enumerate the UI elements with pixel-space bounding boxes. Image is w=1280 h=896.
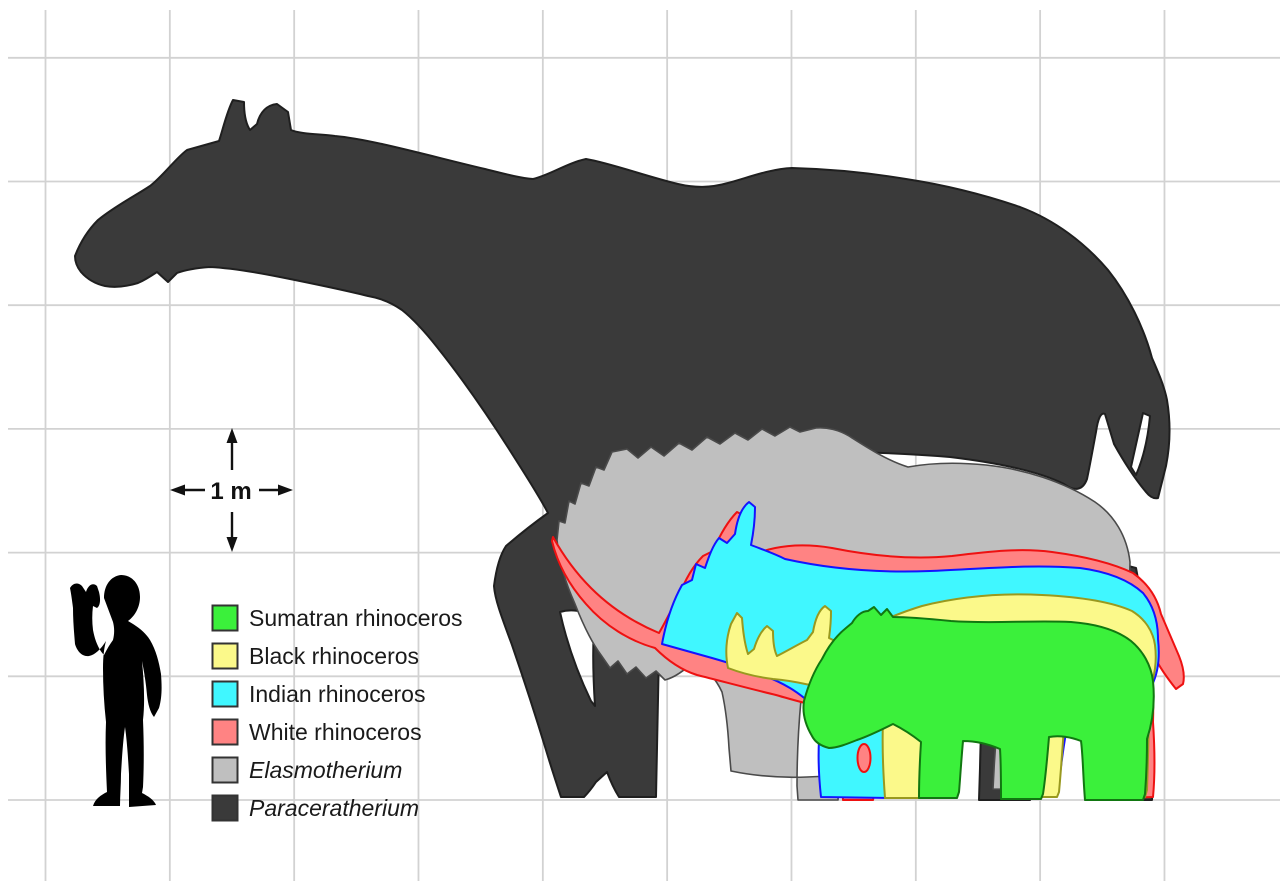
scale-arrowhead-icon bbox=[278, 484, 293, 496]
white-rhinoceros-leg-spot bbox=[856, 743, 872, 773]
scale-arrows-icon bbox=[170, 428, 293, 552]
legend-label-sumatran-rhinoceros: Sumatran rhinoceros bbox=[249, 605, 463, 631]
legend-swatch-elasmotherium bbox=[211, 756, 239, 784]
legend-item-white-rhinoceros: White rhinoceros bbox=[211, 718, 422, 746]
sumatran-rhinoceros-silhouette bbox=[802, 606, 1155, 801]
scale-arrowhead-icon bbox=[170, 484, 185, 496]
scale-label: 1 m bbox=[210, 478, 251, 505]
legend-swatch-paraceratherium bbox=[211, 794, 239, 822]
scale-marker: 1 m bbox=[170, 428, 293, 552]
legend-item-elasmotherium: Elasmotherium bbox=[211, 756, 402, 784]
legend-item-black-rhinoceros: Black rhinoceros bbox=[211, 642, 419, 670]
human-silhouette bbox=[70, 575, 162, 807]
legend-label-white-rhinoceros: White rhinoceros bbox=[249, 719, 422, 745]
animal-silhouettes bbox=[70, 99, 1185, 807]
scale-arrowhead-icon bbox=[226, 537, 238, 552]
legend-item-indian-rhinoceros: Indian rhinoceros bbox=[211, 680, 425, 708]
legend-item-sumatran-rhinoceros: Sumatran rhinoceros bbox=[211, 604, 463, 632]
legend-swatch-indian-rhinoceros bbox=[211, 680, 239, 708]
legend-label-indian-rhinoceros: Indian rhinoceros bbox=[249, 681, 425, 707]
legend: Sumatran rhinoceros Black rhinoceros India… bbox=[211, 604, 463, 822]
legend-swatch-sumatran-rhinoceros bbox=[211, 604, 239, 632]
legend-swatch-black-rhinoceros bbox=[211, 642, 239, 670]
scale-arrowhead-icon bbox=[226, 428, 238, 443]
legend-label-black-rhinoceros: Black rhinoceros bbox=[249, 643, 419, 669]
legend-label-elasmotherium: Elasmotherium bbox=[249, 757, 402, 783]
legend-swatch-white-rhinoceros bbox=[211, 718, 239, 746]
legend-item-paraceratherium: Paraceratherium bbox=[211, 794, 419, 822]
legend-label-paraceratherium: Paraceratherium bbox=[249, 795, 419, 821]
